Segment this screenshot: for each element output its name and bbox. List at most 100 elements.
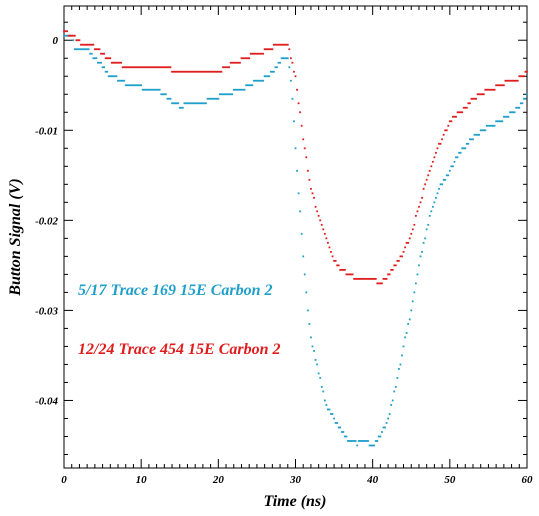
data-point	[410, 232, 413, 235]
data-point	[114, 61, 116, 64]
data-point	[154, 66, 156, 69]
data-point	[502, 84, 505, 87]
data-point	[391, 399, 394, 402]
data-point	[348, 440, 351, 442]
data-point	[251, 84, 254, 87]
data-point	[379, 282, 382, 285]
data-point	[86, 43, 89, 46]
data-point	[137, 66, 139, 69]
data-point	[439, 183, 442, 186]
data-point	[126, 84, 129, 87]
data-point	[300, 124, 303, 127]
data-point	[348, 273, 351, 276]
data-point	[202, 70, 204, 73]
data-point	[169, 97, 172, 100]
data-point	[242, 88, 244, 91]
data-point	[81, 43, 84, 46]
data-point	[388, 413, 391, 415]
data-point	[93, 48, 96, 51]
data-point	[388, 273, 391, 276]
data-point	[141, 88, 144, 91]
data-point	[208, 97, 210, 100]
data-point	[357, 277, 360, 280]
data-point	[75, 39, 78, 42]
data-point	[218, 70, 221, 73]
data-point	[347, 440, 349, 442]
data-point	[212, 70, 215, 73]
data-point	[334, 422, 337, 424]
data-point	[424, 183, 427, 186]
data-point	[461, 147, 464, 150]
data-point	[376, 440, 379, 442]
data-point	[168, 66, 170, 69]
data-point	[453, 115, 456, 118]
data-point	[84, 43, 87, 46]
data-point	[266, 75, 269, 78]
data-point	[220, 93, 223, 96]
data-point	[70, 34, 73, 37]
data-point	[425, 228, 428, 231]
data-point	[360, 440, 363, 442]
data-point	[288, 48, 291, 51]
data-point	[272, 43, 275, 46]
data-point	[433, 156, 436, 159]
data-point	[269, 48, 272, 51]
data-point	[501, 120, 504, 123]
data-point	[188, 102, 190, 105]
data-point	[129, 84, 132, 87]
data-point	[158, 66, 161, 69]
data-point	[209, 70, 212, 73]
data-point	[112, 61, 115, 64]
data-point	[509, 111, 511, 114]
data-point	[222, 93, 224, 96]
data-point	[124, 66, 127, 69]
data-point	[257, 79, 260, 82]
x-tick-label: 30	[289, 474, 302, 486]
data-point	[328, 246, 331, 249]
data-point	[439, 142, 442, 145]
data-point	[203, 102, 206, 105]
data-point	[425, 178, 428, 181]
data-point	[76, 48, 79, 51]
data-point	[263, 75, 266, 78]
data-point	[356, 444, 359, 447]
data-point	[265, 48, 268, 51]
x-tick-label: 20	[212, 474, 225, 486]
data-point	[166, 66, 169, 69]
data-point	[121, 79, 124, 82]
data-point	[87, 43, 90, 46]
data-point	[404, 246, 406, 249]
data-point	[512, 111, 515, 114]
data-point	[485, 124, 488, 127]
plot-frame	[63, 5, 528, 469]
data-point	[496, 120, 499, 123]
data-point	[269, 70, 272, 73]
x-tick-label: 40	[366, 474, 379, 486]
data-point	[274, 43, 277, 46]
data-point	[327, 408, 329, 411]
data-point	[166, 97, 169, 100]
data-point	[310, 187, 312, 190]
data-point	[225, 93, 227, 96]
data-point	[373, 444, 376, 447]
data-point	[504, 79, 507, 82]
data-point	[362, 277, 365, 280]
data-point	[464, 106, 467, 109]
data-point	[291, 61, 294, 64]
data-point	[151, 88, 153, 91]
data-point	[103, 66, 106, 69]
data-point	[115, 75, 118, 78]
data-point	[323, 399, 326, 402]
data-point	[152, 66, 155, 69]
data-point	[316, 210, 319, 213]
data-point	[246, 57, 249, 60]
data-point	[330, 250, 332, 253]
data-point	[320, 223, 323, 226]
data-point	[357, 440, 360, 442]
data-point	[305, 291, 308, 294]
data-point	[458, 111, 460, 114]
data-point	[413, 291, 416, 294]
data-point	[444, 178, 447, 181]
data-point	[248, 57, 251, 60]
data-point	[120, 61, 123, 64]
